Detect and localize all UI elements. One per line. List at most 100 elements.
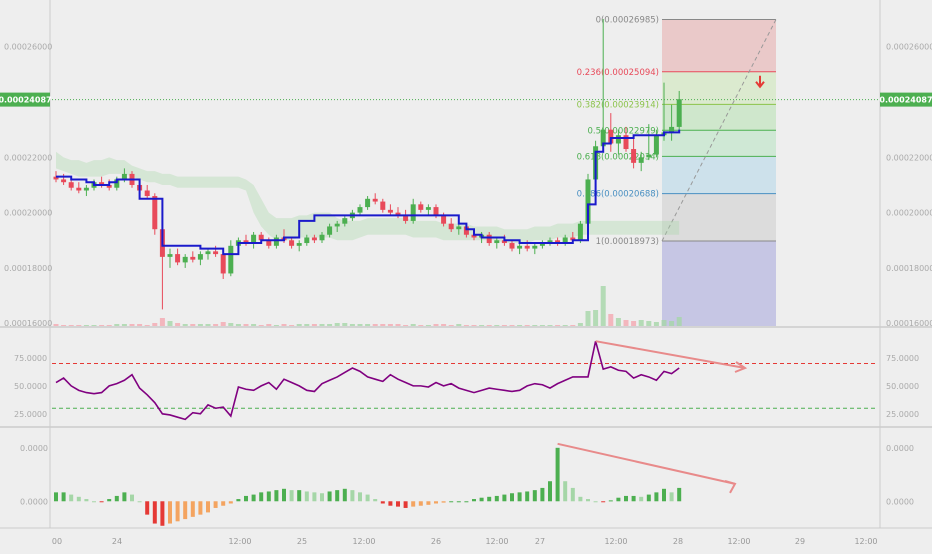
volume-bar xyxy=(197,324,203,326)
osc-divergence-arrow xyxy=(557,442,736,485)
rsi-panel xyxy=(52,340,878,421)
time-tick: 12:00 xyxy=(854,537,877,546)
osc-bar xyxy=(266,491,271,502)
osc-bar xyxy=(92,501,96,503)
volume-bar xyxy=(281,324,287,326)
osc-bar xyxy=(145,501,150,515)
time-tick: 29 xyxy=(795,537,805,546)
osc-bar xyxy=(76,496,81,502)
rsi-arrow-head-icon xyxy=(734,361,748,373)
osc-tick-right: 0.0000 xyxy=(886,444,914,453)
candle-body xyxy=(68,182,74,188)
candle-body xyxy=(342,218,348,224)
osc-bar xyxy=(289,490,294,502)
fib-zone xyxy=(662,19,776,72)
candle-body xyxy=(577,223,583,241)
osc-bar xyxy=(175,501,180,522)
volume-bar xyxy=(327,324,333,326)
candle-body xyxy=(243,240,249,244)
grid-lines xyxy=(0,0,932,529)
candle-body xyxy=(547,240,553,244)
candle-body xyxy=(638,157,644,163)
candle-body xyxy=(220,254,226,274)
volume-bar xyxy=(167,321,173,326)
fib-level-label: 0.786(0.00020688) xyxy=(577,190,659,200)
osc-bar xyxy=(487,496,492,502)
osc-bar xyxy=(183,501,188,520)
candle-body xyxy=(106,184,112,188)
osc-bar xyxy=(441,501,446,503)
osc-bar xyxy=(380,501,385,504)
volume-bar xyxy=(669,321,675,326)
price-tick-left: 0.00026000 xyxy=(4,43,52,52)
candle-body xyxy=(296,243,302,246)
volume-bar xyxy=(311,324,317,326)
candle-body xyxy=(646,154,652,158)
volume-bar xyxy=(342,323,348,326)
osc-bar xyxy=(198,501,203,515)
current-price-label-left: 0.00024087 xyxy=(0,96,52,105)
osc-bar xyxy=(304,491,309,502)
osc-bar xyxy=(646,494,651,502)
volume-bar xyxy=(220,322,226,326)
time-tick: 12:00 xyxy=(727,537,750,546)
osc-bar xyxy=(358,492,362,502)
ichimoku-cloud xyxy=(56,151,680,244)
time-tick: 28 xyxy=(673,537,683,546)
candle-body xyxy=(197,254,203,260)
volume-bar xyxy=(190,324,196,326)
volume-bar xyxy=(615,318,621,326)
rsi-tick-right: 50.0000 xyxy=(886,382,919,391)
rsi-tick-left: 75.0000 xyxy=(14,354,47,363)
candle-body xyxy=(631,149,637,163)
price-tick-left: 0.00020000 xyxy=(4,209,52,218)
fib-level-label: 0.382(0.00023914) xyxy=(577,100,659,110)
osc-bar xyxy=(365,494,370,502)
volume-bar xyxy=(114,324,120,326)
volume-bar xyxy=(365,324,371,326)
volume-bar xyxy=(524,325,530,326)
osc-bar xyxy=(114,495,119,502)
candle-body xyxy=(190,256,196,260)
volume-bar xyxy=(83,325,89,326)
volume-bar xyxy=(121,324,127,326)
osc-bar xyxy=(548,481,552,502)
fib-level-label: 1(0.00018973) xyxy=(596,237,659,247)
osc-tick-left: 0.0000 xyxy=(20,444,48,453)
candle-body xyxy=(509,243,515,249)
volume-bar xyxy=(251,324,257,326)
time-tick: 12:00 xyxy=(228,537,251,546)
volume-bar xyxy=(623,320,629,326)
cloud-area xyxy=(56,151,680,244)
volume-bar xyxy=(228,323,234,326)
candle-body xyxy=(517,245,523,249)
candle-body xyxy=(669,126,675,133)
fib-zone xyxy=(662,71,776,105)
candle-body xyxy=(83,187,89,191)
volume-bar xyxy=(456,324,462,326)
osc-bar xyxy=(570,487,575,502)
down-arrow-icon xyxy=(755,75,765,89)
volume-bar xyxy=(61,325,67,326)
candle-body xyxy=(251,234,257,244)
volume-bar xyxy=(532,325,538,326)
candle-body xyxy=(471,234,477,238)
candle-body xyxy=(372,198,378,202)
osc-bar xyxy=(274,490,279,502)
osc-bar xyxy=(601,501,606,503)
price-tick-right: 0.00022000 xyxy=(886,153,932,162)
osc-bar xyxy=(555,447,560,502)
current-price-label-right: 0.00024087 xyxy=(879,96,932,105)
candle-body xyxy=(273,237,279,246)
candle-body xyxy=(410,204,416,221)
volume-bar xyxy=(539,325,545,326)
volume-bar xyxy=(243,324,249,326)
fib-zone xyxy=(662,193,776,242)
osc-bar xyxy=(244,495,248,502)
osc-bar xyxy=(251,494,256,502)
candle-body xyxy=(448,223,454,230)
price-tick-right: 0.00026000 xyxy=(886,43,932,52)
price-tick-right: 0.00016000 xyxy=(886,319,932,328)
volume-bar xyxy=(137,324,143,326)
rsi-tick-right: 75.0000 xyxy=(886,354,919,363)
